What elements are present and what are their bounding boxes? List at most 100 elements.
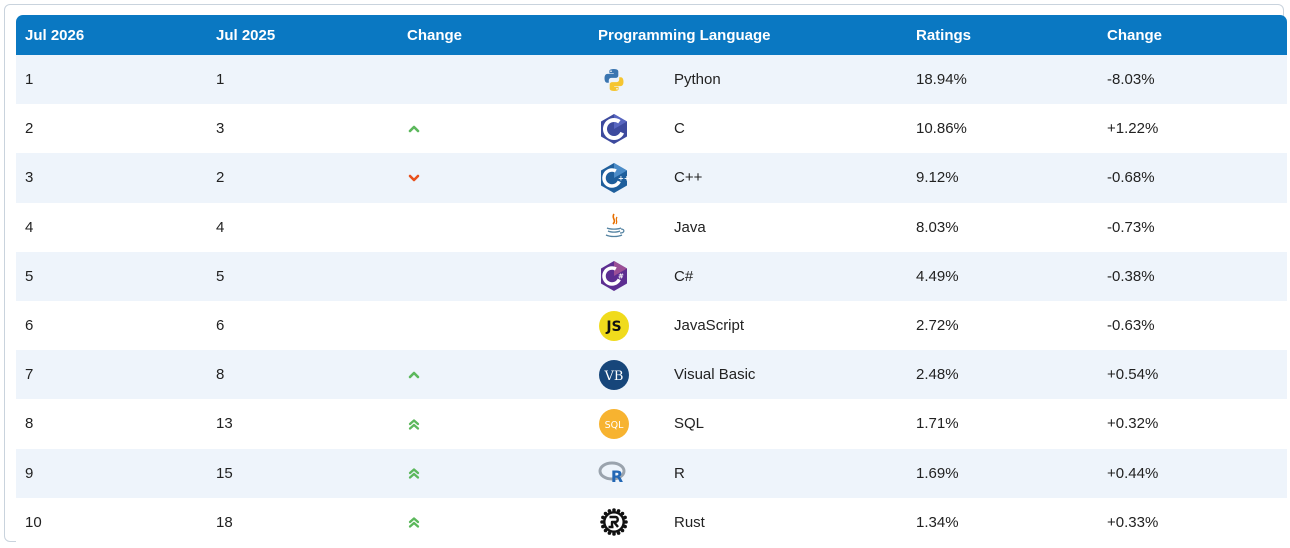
rating-change-cell: +0.44% — [1107, 464, 1159, 482]
rating-change-cell: -0.63% — [1107, 317, 1155, 335]
language-cell: # C# — [589, 260, 907, 292]
language-name[interactable]: Python — [674, 71, 721, 89]
table-row[interactable]: 4 4 Java 8.03% -0.73% — [16, 202, 1287, 252]
rank-2025-cell: 2 — [216, 169, 225, 187]
table-row[interactable]: 10 18 Rust 1.34% +0.33% — [16, 497, 1287, 547]
rank-2025-cell: 18 — [216, 513, 233, 531]
ranking-table-frame: Jul 2026 Jul 2025 Change Programming Lan… — [4, 4, 1287, 547]
rank-change-cell — [398, 466, 589, 480]
language-name[interactable]: C — [674, 120, 685, 138]
rating-change-cell: -0.38% — [1107, 267, 1155, 285]
rank-2025-cell: 6 — [216, 317, 225, 335]
table-row[interactable]: 7 8 VB Visual Basic 2.48% +0.54% — [16, 350, 1287, 400]
rank-change-cell — [398, 417, 589, 431]
language-name[interactable]: C++ — [674, 169, 703, 187]
rating-cell: 9.12% — [916, 169, 959, 187]
rating-cell: 18.94% — [916, 71, 967, 89]
rating-cell: 1.34% — [916, 513, 959, 531]
language-cell: Python — [589, 64, 907, 96]
rank-2026-cell: 2 — [25, 120, 34, 138]
cpp-logo-icon: ++ — [598, 162, 630, 194]
java-logo-icon — [598, 211, 630, 243]
language-name[interactable]: Visual Basic — [674, 366, 756, 384]
trend-up-icon — [408, 371, 420, 379]
language-cell: Rust — [589, 506, 907, 538]
rank-change-cell — [398, 122, 589, 136]
rating-change-cell: -0.73% — [1107, 218, 1155, 236]
svg-text:VB: VB — [604, 369, 624, 384]
rank-2026-cell: 7 — [25, 366, 34, 384]
rating-cell: 2.48% — [916, 366, 959, 384]
header-ratings[interactable]: Ratings — [916, 26, 972, 44]
language-name[interactable]: JavaScript — [674, 317, 745, 335]
language-cell: JS JavaScript — [589, 310, 907, 342]
language-cell: SQL SQL — [589, 408, 907, 440]
rank-2026-cell: 8 — [25, 415, 34, 433]
language-cell: ++ C++ — [589, 162, 907, 194]
svg-text:R: R — [611, 467, 623, 486]
header-change-rating[interactable]: Change — [1107, 26, 1163, 44]
table-row[interactable]: 5 5 # C# 4.49% -0.38% — [16, 251, 1287, 301]
rank-2025-cell: 1 — [216, 71, 225, 89]
language-name[interactable]: SQL — [674, 415, 705, 433]
trend-up-double-icon — [408, 419, 420, 430]
rank-2025-cell: 3 — [216, 120, 225, 138]
sql-logo-icon: SQL — [598, 408, 630, 440]
language-name[interactable]: C# — [674, 267, 694, 285]
table-row[interactable]: 6 6 JS JavaScript 2.72% -0.63% — [16, 300, 1287, 351]
rating-cell: 1.71% — [916, 415, 959, 433]
table-row[interactable]: 3 2 ++ C++ 9.12% -0.68% — [16, 153, 1287, 203]
language-name[interactable]: R — [674, 464, 685, 482]
rank-change-cell — [398, 368, 589, 382]
language-name[interactable]: Rust — [674, 513, 705, 531]
rating-cell: 4.49% — [916, 267, 959, 285]
csharp-logo-icon: # — [598, 260, 630, 292]
trend-up-double-icon — [408, 517, 420, 528]
language-cell: VB Visual Basic — [589, 359, 907, 391]
rank-2026-cell: 6 — [25, 317, 34, 335]
rank-change-cell — [398, 515, 589, 529]
rating-change-cell: +1.22% — [1107, 120, 1159, 138]
r-logo-icon: R — [598, 457, 630, 489]
ranking-table: Jul 2026 Jul 2025 Change Programming Lan… — [16, 15, 1287, 547]
python-logo-icon — [598, 64, 630, 96]
rank-2026-cell: 1 — [25, 71, 34, 89]
rating-change-cell: +0.33% — [1107, 513, 1159, 531]
svg-text:SQL: SQL — [605, 420, 625, 431]
language-cell: C — [589, 113, 907, 145]
javascript-logo-icon: JS — [598, 310, 630, 342]
header-change-rank[interactable]: Change — [407, 26, 463, 44]
table-row[interactable]: 1 1 Python 18.94% -8.03% — [16, 55, 1287, 105]
rank-change-cell — [398, 171, 589, 185]
language-name[interactable]: Java — [674, 218, 706, 236]
rating-change-cell: -8.03% — [1107, 71, 1155, 89]
table-header-row: Jul 2026 Jul 2025 Change Programming Lan… — [16, 15, 1287, 55]
header-jul-2025[interactable]: Jul 2025 — [216, 26, 276, 44]
rank-2025-cell: 4 — [216, 218, 225, 236]
table-row[interactable]: 2 3 C 10.86% +1.22% — [16, 104, 1287, 154]
visual-basic-logo-icon: VB — [598, 359, 630, 391]
language-cell: Java — [589, 211, 907, 243]
rating-cell: 1.69% — [916, 464, 959, 482]
rust-logo-icon — [598, 506, 630, 538]
rating-change-cell: -0.68% — [1107, 169, 1155, 187]
rating-cell: 10.86% — [916, 120, 967, 138]
header-programming-language[interactable]: Programming Language — [598, 26, 771, 44]
table-row[interactable]: 9 15 R R 1.69% +0.44% — [16, 448, 1287, 498]
header-jul-2026[interactable]: Jul 2026 — [25, 26, 85, 44]
table-row[interactable]: 8 13 SQL SQL 1.71% +0.32% — [16, 399, 1287, 449]
svg-text:#: # — [618, 273, 624, 281]
trend-up-icon — [408, 125, 420, 133]
trend-down-icon — [408, 174, 420, 182]
rank-2025-cell: 15 — [216, 464, 233, 482]
rating-cell: 2.72% — [916, 317, 959, 335]
rank-2026-cell: 10 — [25, 513, 42, 531]
rank-2026-cell: 4 — [25, 218, 34, 236]
rank-2025-cell: 13 — [216, 415, 233, 433]
rank-2025-cell: 8 — [216, 366, 225, 384]
svg-text:JS: JS — [605, 319, 621, 335]
rating-cell: 8.03% — [916, 218, 959, 236]
rating-change-cell: +0.32% — [1107, 415, 1159, 433]
c-logo-icon — [598, 113, 630, 145]
